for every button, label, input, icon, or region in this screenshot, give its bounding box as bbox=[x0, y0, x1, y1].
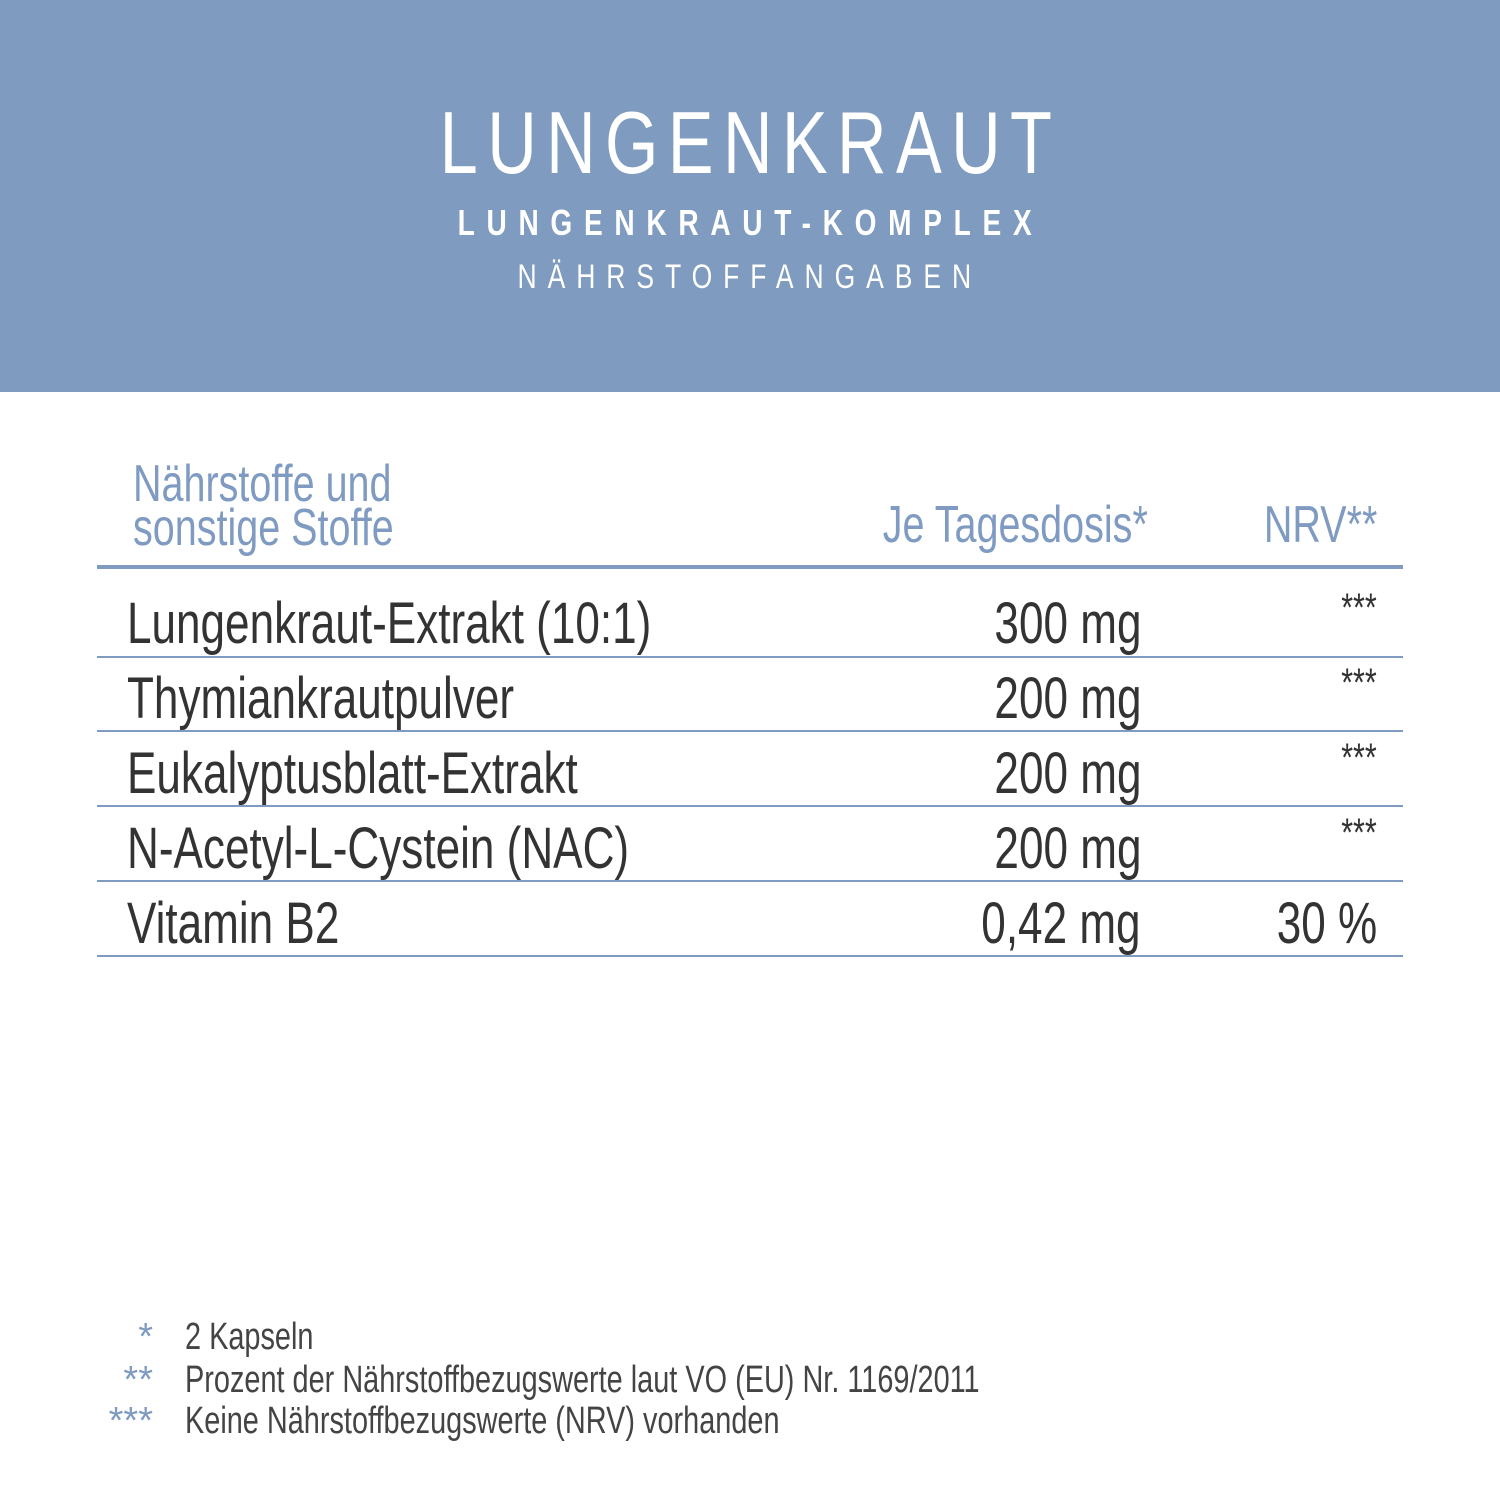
column-header-nrv: NRV** bbox=[1263, 496, 1377, 554]
footnote-text: Prozent der Nährstoffbezugswerte laut VO… bbox=[185, 1359, 980, 1401]
row-name: Eukalyptusblatt-Extrakt bbox=[127, 741, 578, 806]
header-banner: LUNGENKRAUT LUNGENKRAUT-KOMPLEX NÄHRSTOF… bbox=[0, 0, 1500, 392]
section-title: NÄHRSTOFFANGABEN bbox=[517, 258, 983, 296]
table-row: Thymiankrautpulver 200 mg *** bbox=[97, 657, 1403, 732]
footnote-text: Keine Nährstoffbezugswerte (NRV) vorhand… bbox=[185, 1400, 780, 1442]
row-divider bbox=[97, 730, 1403, 732]
row-name: Vitamin B2 bbox=[127, 891, 340, 956]
row-dose: 200 mg bbox=[993, 816, 1141, 881]
row-nrv: *** bbox=[1341, 661, 1377, 705]
product-title: LUNGENKRAUT bbox=[439, 93, 1061, 192]
row-nrv: 30 % bbox=[1276, 891, 1377, 956]
row-nrv: *** bbox=[1341, 736, 1377, 780]
row-dose: 0,42 mg bbox=[981, 891, 1141, 956]
row-divider bbox=[97, 955, 1403, 957]
row-divider bbox=[97, 880, 1403, 882]
footnote-text: 2 Kapseln bbox=[185, 1316, 314, 1358]
row-nrv: *** bbox=[1341, 811, 1377, 855]
header-divider bbox=[97, 565, 1403, 569]
table-row: Eukalyptusblatt-Extrakt 200 mg *** bbox=[97, 732, 1403, 807]
table-row: Vitamin B2 0,42 mg 30 % bbox=[97, 882, 1403, 957]
column-header-dose: Je Tagesdosis* bbox=[882, 496, 1148, 554]
row-name: Lungenkraut-Extrakt (10:1) bbox=[127, 591, 652, 656]
column-header-name: Nährstoffe und sonstige Stoffe bbox=[133, 455, 394, 557]
table-row: Lungenkraut-Extrakt (10:1) 300 mg *** bbox=[97, 582, 1403, 657]
row-name: Thymiankrautpulver bbox=[127, 666, 515, 731]
footnote-mark: * bbox=[138, 1316, 153, 1358]
row-divider bbox=[97, 656, 1403, 658]
row-dose: 200 mg bbox=[993, 666, 1141, 731]
footnote-mark: ** bbox=[123, 1359, 153, 1401]
row-dose: 200 mg bbox=[993, 741, 1141, 806]
row-nrv: *** bbox=[1341, 586, 1377, 630]
table-row: N-Acetyl-L-Cystein (NAC) 200 mg *** bbox=[97, 807, 1403, 882]
product-subtitle: LUNGENKRAUT-KOMPLEX bbox=[457, 202, 1043, 243]
footnote-mark: *** bbox=[108, 1400, 153, 1442]
row-divider bbox=[97, 805, 1403, 807]
row-name: N-Acetyl-L-Cystein (NAC) bbox=[127, 816, 630, 881]
row-dose: 300 mg bbox=[993, 591, 1141, 656]
